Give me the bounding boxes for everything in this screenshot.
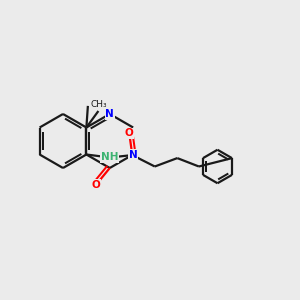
Text: O: O [92,179,100,190]
Text: O: O [125,128,134,139]
Text: N: N [129,149,137,160]
Text: NH: NH [101,152,118,163]
Text: CH₃: CH₃ [90,100,107,109]
Text: N: N [105,109,114,119]
